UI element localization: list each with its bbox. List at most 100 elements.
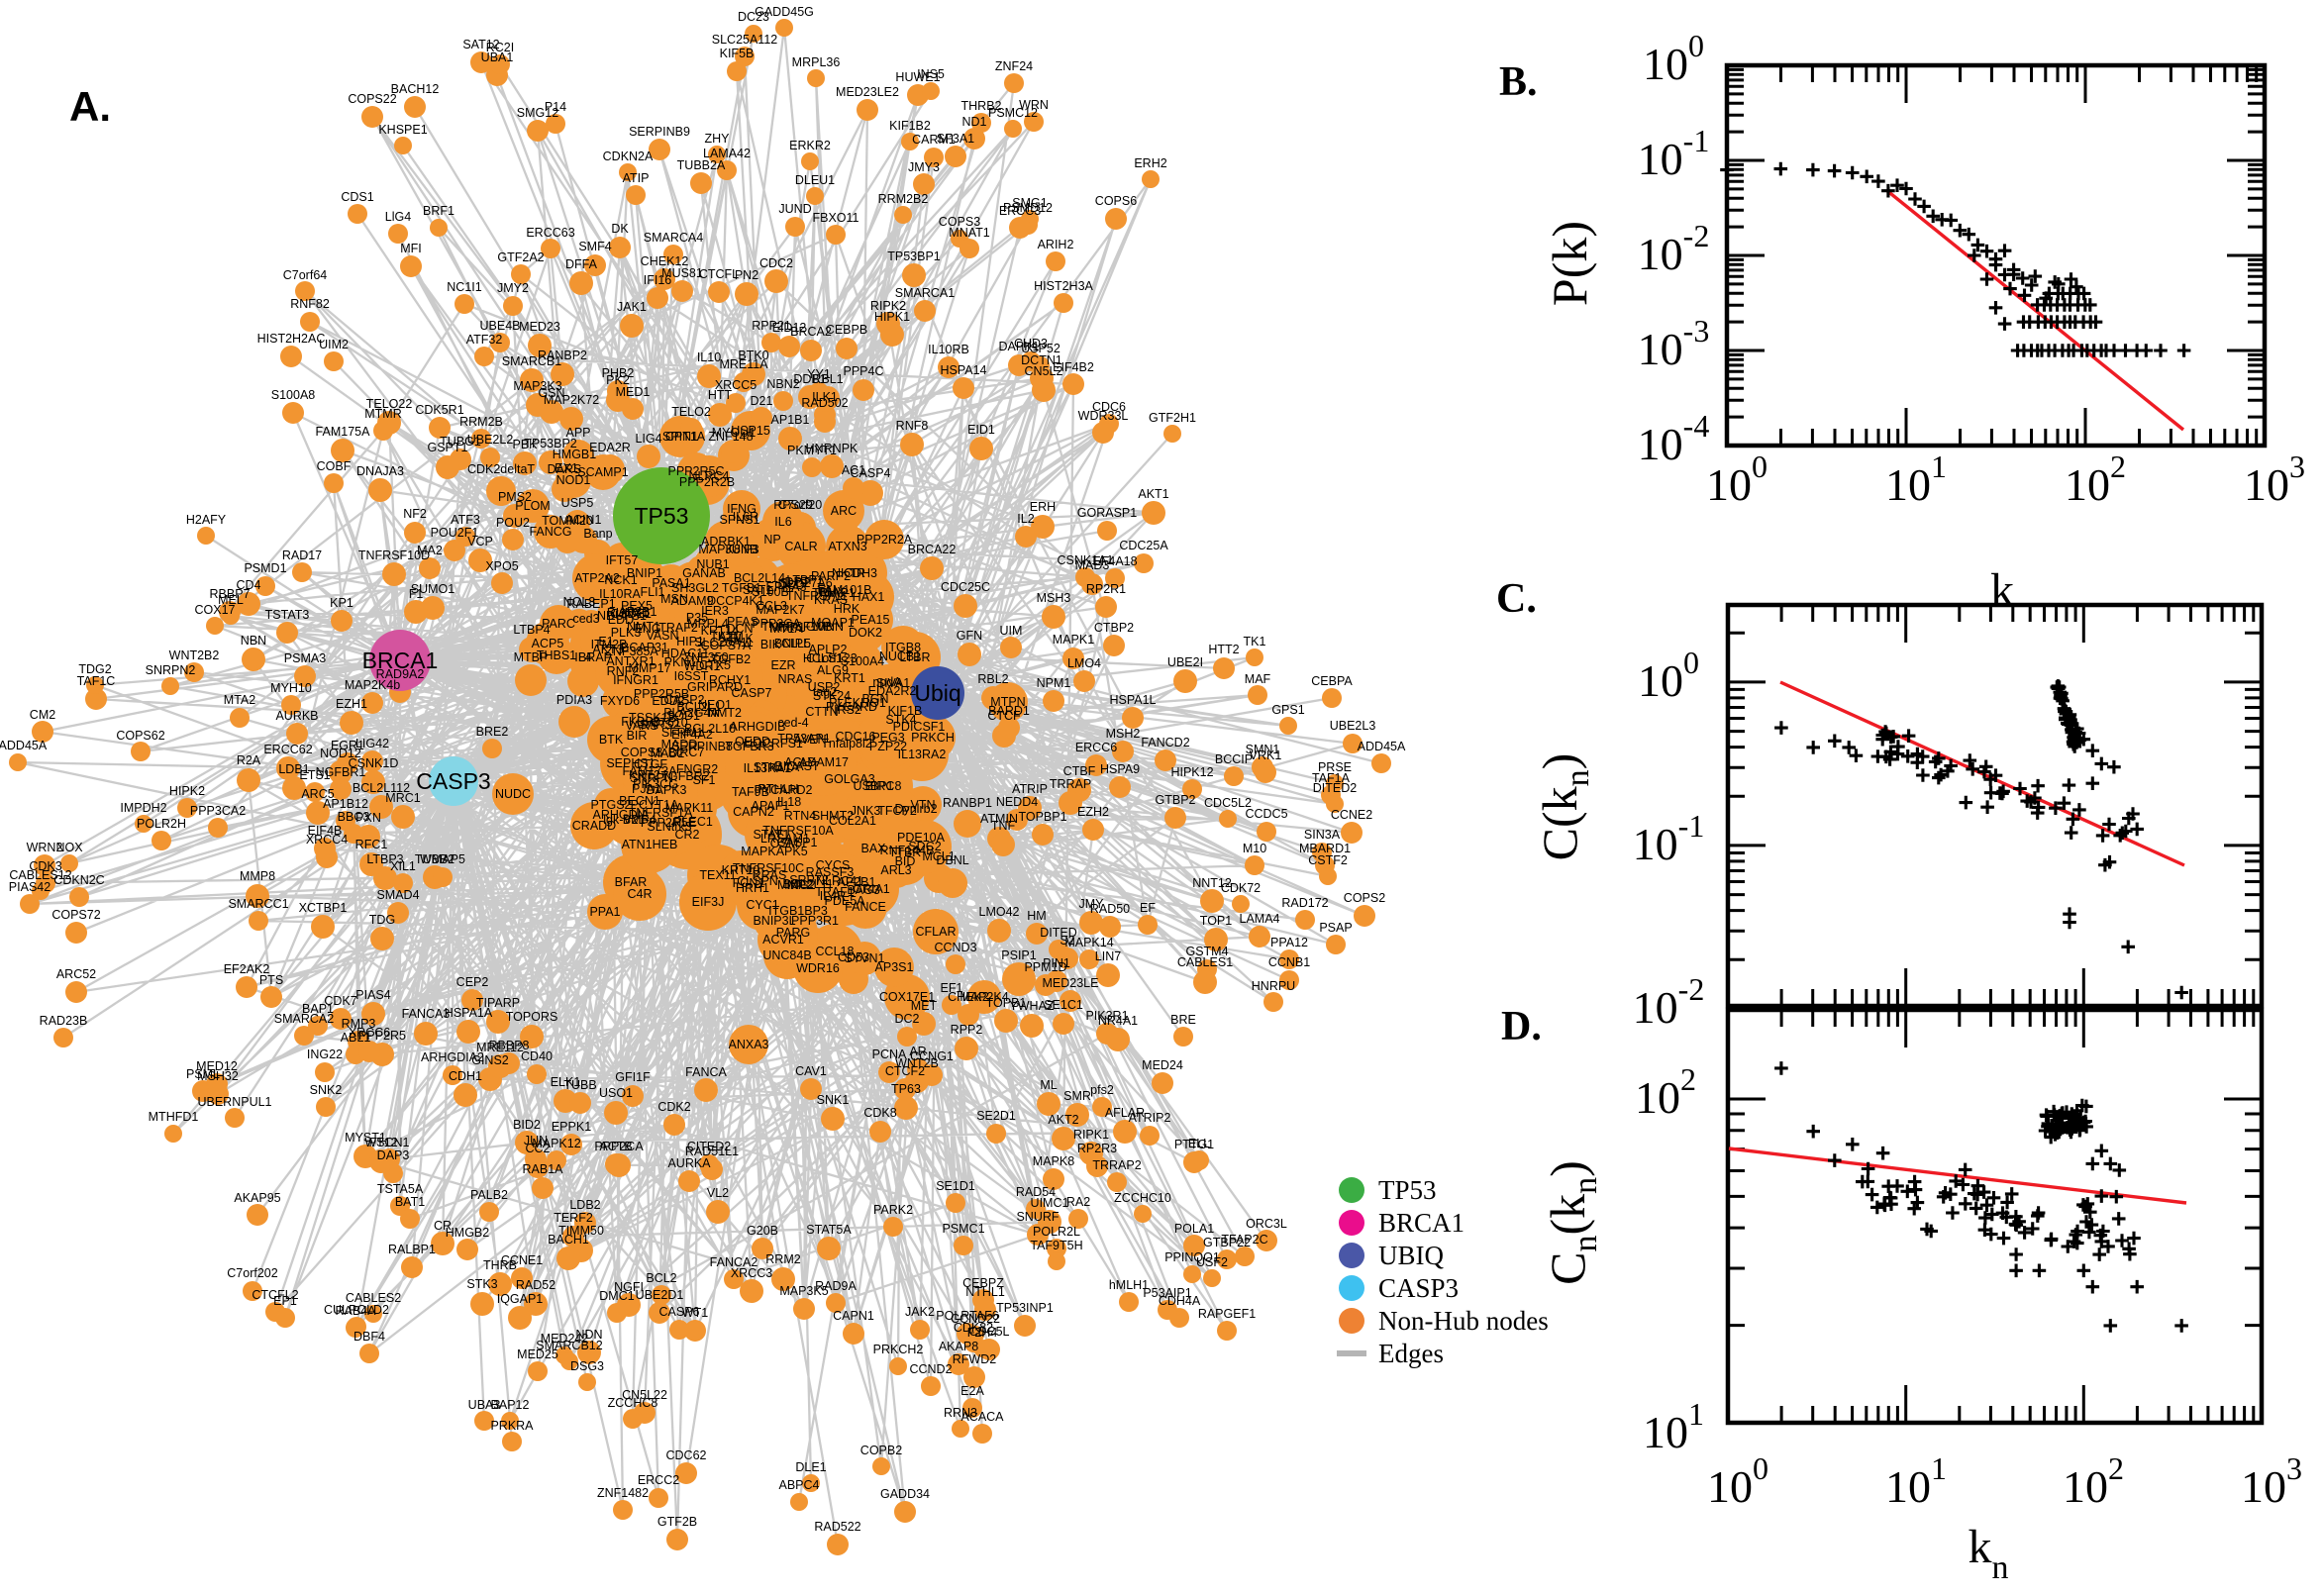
svg-text:DCD: DCD	[777, 578, 804, 592]
svg-text:MAPK1: MAPK1	[1053, 633, 1094, 647]
svg-text:CCND3: CCND3	[934, 941, 976, 954]
svg-text:IL13RA1: IL13RA1	[744, 761, 792, 775]
svg-text:HMGB1: HMGB1	[553, 448, 597, 461]
svg-text:WMAP5: WMAP5	[420, 852, 465, 866]
svg-text:SYVN1: SYVN1	[845, 951, 885, 965]
svg-text:BCL2L112: BCL2L112	[353, 781, 410, 795]
svg-text:PASA1: PASA1	[652, 576, 690, 590]
svg-text:BCL2L11: BCL2L11	[782, 877, 833, 891]
svg-text:EIF3J: EIF3J	[692, 895, 725, 909]
svg-text:HIP1: HIP1	[676, 635, 704, 648]
svg-text:BTK0: BTK0	[738, 349, 768, 362]
svg-text:BID2: BID2	[513, 1118, 541, 1132]
svg-text:ALG9: ALG9	[817, 663, 849, 677]
svg-text:CSNK1A1: CSNK1A1	[1058, 553, 1114, 567]
svg-text:WRN: WRN	[1019, 98, 1049, 112]
svg-text:RRAS: RRAS	[753, 868, 787, 882]
svg-text:CN5L2: CN5L2	[1025, 364, 1063, 378]
svg-text:GMNN: GMNN	[806, 620, 844, 634]
svg-text:CD53: CD53	[838, 950, 869, 964]
svg-text:TUBB2: TUBB2	[415, 852, 454, 866]
svg-text:EZR: EZR	[771, 658, 796, 672]
svg-text:CDK5R1: CDK5R1	[415, 403, 463, 417]
svg-text:BBC3: BBC3	[338, 810, 370, 824]
svg-text:LAMA4: LAMA4	[1240, 912, 1280, 926]
svg-text:ERCC6: ERCC6	[1075, 741, 1117, 754]
svg-text:JMY2: JMY2	[497, 281, 529, 295]
svg-text:RAD9A2: RAD9A2	[376, 667, 425, 681]
svg-text:WDR1: WDR1	[684, 659, 721, 673]
svg-text:EF4A18: EF4A18	[1092, 554, 1137, 568]
svg-text:PSMC1: PSMC1	[942, 1222, 984, 1236]
svg-text:XRCC3: XRCC3	[731, 1266, 772, 1280]
svg-text:F2H4: F2H4	[967, 1326, 998, 1340]
svg-text:BIRC8: BIRC8	[865, 779, 902, 793]
svg-text:BNIPL: BNIPL	[774, 637, 810, 650]
svg-text:ATP2A2: ATP2A2	[574, 571, 620, 585]
svg-text:TSTAT3: TSTAT3	[265, 608, 310, 622]
svg-text:RAPGEF1: RAPGEF1	[1198, 1307, 1256, 1321]
svg-text:LDB2: LDB2	[569, 1198, 600, 1212]
svg-text:GTF2B: GTF2B	[657, 1515, 697, 1529]
svg-text:TELO22: TELO22	[366, 397, 413, 411]
svg-text:MED23LE2: MED23LE2	[836, 85, 899, 99]
svg-text:k: k	[1990, 564, 2014, 617]
svg-text:GSTM4: GSTM4	[1185, 945, 1228, 958]
svg-text:SUMO1: SUMO1	[411, 582, 455, 596]
svg-text:DSG3: DSG3	[570, 1359, 604, 1373]
svg-text:INS5: INS5	[917, 67, 945, 81]
svg-text:RCHY1: RCHY1	[709, 673, 751, 687]
svg-text:ACP5: ACP5	[532, 637, 564, 650]
svg-text:CCNB1: CCNB1	[1268, 955, 1310, 969]
svg-text:CLSPN: CLSPN	[737, 874, 778, 888]
svg-text:MET: MET	[911, 999, 938, 1013]
svg-text:MAP2K7: MAP2K7	[756, 603, 804, 617]
svg-text:P53AIP1: P53AIP1	[1143, 1286, 1191, 1300]
svg-text:CDK8: CDK8	[863, 1106, 896, 1120]
svg-text:PPM1D: PPM1D	[1024, 960, 1066, 974]
svg-text:MUS81: MUS81	[661, 266, 703, 280]
svg-text:MAPKAPK5: MAPKAPK5	[741, 845, 807, 858]
svg-text:PPINQO1: PPINQO1	[1164, 1250, 1220, 1264]
svg-text:CABLES2: CABLES2	[346, 1291, 401, 1305]
svg-text:npdA: npdA	[872, 675, 902, 689]
svg-text:CCL18: CCL18	[816, 945, 855, 958]
svg-text:NGFBR1: NGFBR1	[316, 765, 366, 779]
svg-text:THRB: THRB	[483, 1258, 517, 1272]
svg-text:PALB2: PALB2	[470, 1188, 508, 1202]
svg-text:COL2A1: COL2A1	[829, 814, 876, 828]
svg-text:TGFBR3: TGFBR3	[725, 740, 773, 753]
svg-text:PEA15: PEA15	[852, 613, 890, 627]
svg-text:CASP6: CASP6	[659, 1305, 700, 1319]
svg-text:TDG: TDG	[369, 913, 395, 927]
svg-text:UIM: UIM	[1000, 624, 1023, 638]
svg-text:PRKRA: PRKRA	[490, 1419, 534, 1433]
svg-text:NUDC: NUDC	[495, 787, 531, 801]
svg-text:TOP1: TOP1	[1200, 914, 1232, 928]
svg-text:GPS1: GPS1	[1271, 703, 1304, 717]
svg-text:BCL2L1: BCL2L1	[676, 700, 721, 714]
svg-text:ATF3: ATF3	[451, 513, 480, 527]
svg-text:GANAB: GANAB	[682, 566, 726, 580]
svg-text:EID1: EID1	[967, 423, 995, 437]
svg-text:SNURF: SNURF	[1016, 1210, 1059, 1224]
svg-text:RPS29: RPS29	[773, 498, 813, 512]
svg-text:USP52: USP52	[1021, 342, 1060, 355]
svg-text:MRC1: MRC1	[385, 791, 420, 805]
svg-text:ADAM9: ADAM9	[670, 594, 713, 608]
svg-text:CEBPZ: CEBPZ	[962, 1276, 1004, 1290]
svg-text:SHMT2: SHMT2	[812, 809, 854, 823]
svg-text:AKAP8: AKAP8	[939, 1340, 978, 1353]
svg-text:LMO42: LMO42	[979, 905, 1020, 919]
svg-text:D.: D.	[1501, 1004, 1542, 1049]
svg-text:NMT2: NMT2	[708, 706, 742, 720]
svg-text:RC2I: RC2I	[486, 41, 514, 54]
svg-text:PPP3R1: PPP3R1	[791, 914, 839, 928]
svg-text:TGFBR2: TGFBR2	[660, 769, 709, 783]
svg-text:GADD34: GADD34	[880, 1487, 930, 1501]
svg-text:YWHAZ: YWHAZ	[1009, 999, 1055, 1013]
svg-text:EDD: EDD	[608, 613, 634, 627]
svg-text:PSIP1: PSIP1	[1001, 948, 1036, 962]
svg-text:SNK1: SNK1	[817, 1093, 850, 1107]
svg-text:USF2: USF2	[1196, 1255, 1228, 1269]
